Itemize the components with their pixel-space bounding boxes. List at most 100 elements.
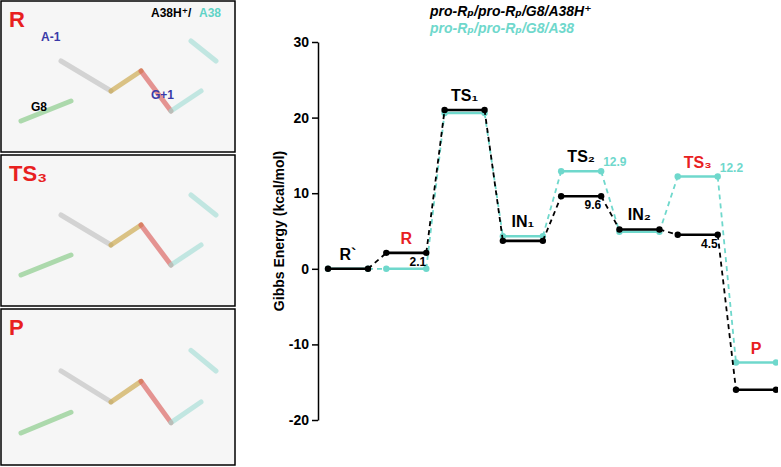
legend-entry: pro-Rₚ/pro-Rₚ/G8/A38H⁺ xyxy=(429,3,592,19)
tick-label: -20 xyxy=(289,412,309,428)
tick-label: 10 xyxy=(293,185,309,201)
tick-mark xyxy=(312,42,318,44)
tick-mark xyxy=(312,193,318,195)
category-label: TS₂ xyxy=(567,148,595,165)
level xyxy=(736,361,776,364)
tick: 30 xyxy=(293,34,318,50)
panel: R A38H⁺/ A38 A-1 G8 G+1 xyxy=(1,1,235,152)
tick-mark xyxy=(312,117,318,119)
connector xyxy=(718,177,736,363)
decoration xyxy=(191,41,216,61)
tick: 0 xyxy=(301,261,318,277)
level-marker xyxy=(773,359,778,365)
data-label: 12.2 xyxy=(720,161,744,175)
y-axis-title: Gibbs Energy (kcal/mol) xyxy=(271,151,287,311)
tick-label: 30 xyxy=(293,34,309,50)
decoration xyxy=(111,381,141,402)
level xyxy=(561,170,601,173)
panel-label: TS₃ xyxy=(9,161,47,186)
level-marker xyxy=(365,266,371,272)
marks xyxy=(325,107,778,393)
tick: -10 xyxy=(289,336,318,352)
panel-frame xyxy=(1,309,235,465)
tick-mark xyxy=(312,344,318,346)
level-marker xyxy=(616,226,622,232)
category-label: P xyxy=(751,340,762,357)
level-marker xyxy=(383,250,389,256)
category-label: IN₂ xyxy=(628,206,651,223)
connector xyxy=(543,196,561,241)
decoration xyxy=(191,195,216,215)
tick-label: 20 xyxy=(293,110,309,126)
level-marker xyxy=(656,226,662,232)
category-label: TS₃ xyxy=(684,154,712,171)
category-label: TS₁ xyxy=(451,87,478,104)
level-marker xyxy=(365,266,371,272)
level-marker xyxy=(773,387,778,393)
decoration xyxy=(21,101,71,121)
level-marker xyxy=(383,266,389,272)
level-marker xyxy=(540,238,546,244)
category-label: R` xyxy=(340,246,357,263)
decoration xyxy=(111,225,141,245)
category-label: IN₁ xyxy=(512,213,535,230)
decoration xyxy=(171,91,201,111)
axis-line xyxy=(318,43,320,421)
level-marker xyxy=(558,193,564,199)
data-label: 12.9 xyxy=(603,155,627,169)
legend-entry: pro-Rₚ/pro-Rₚ/G8/A38 xyxy=(429,20,574,36)
panel-text: A38H⁺/ xyxy=(151,6,192,20)
panel-text: A-1 xyxy=(41,30,61,44)
panel-text: A38 xyxy=(199,6,221,20)
data-label: 4.5 xyxy=(701,237,718,251)
panel-text: G8 xyxy=(31,100,47,114)
tick-label: -10 xyxy=(289,336,309,352)
level xyxy=(619,230,659,233)
level xyxy=(619,228,659,231)
tick: -20 xyxy=(289,412,318,428)
panel-text: G+1 xyxy=(151,88,174,102)
level-marker xyxy=(325,266,331,272)
connector xyxy=(601,196,619,229)
tick-mark xyxy=(312,269,318,271)
level xyxy=(678,233,718,236)
decoration xyxy=(111,71,141,91)
decoration xyxy=(61,371,111,402)
data-label: 2.1 xyxy=(410,255,427,269)
level-marker xyxy=(481,107,487,113)
decoration xyxy=(61,61,111,91)
level-marker xyxy=(500,238,506,244)
decoration xyxy=(141,225,171,265)
decoration xyxy=(191,350,216,371)
level xyxy=(445,112,485,115)
decoration xyxy=(141,381,171,422)
connector xyxy=(718,235,736,390)
connector xyxy=(368,253,386,269)
level xyxy=(445,109,485,112)
tick: 20 xyxy=(293,110,318,126)
level-marker xyxy=(558,168,564,174)
level-marker xyxy=(675,232,681,238)
category-label: R xyxy=(401,230,413,247)
decoration xyxy=(61,215,111,245)
level xyxy=(561,195,601,198)
level xyxy=(328,267,368,270)
decoration xyxy=(171,402,201,423)
y-axis: -20 -10 0 10 20 30 xyxy=(289,34,319,428)
level xyxy=(503,235,543,238)
connector xyxy=(601,171,619,231)
panel-frame xyxy=(1,155,235,306)
level xyxy=(736,388,776,391)
decoration xyxy=(21,412,71,433)
panel: P xyxy=(1,309,235,465)
level-marker xyxy=(733,387,739,393)
figure: R A38H⁺/ A38 A-1 G8 G+1 TS₃ P -20 -10 0 10 20 30 Gibbs… xyxy=(0,0,781,467)
connector xyxy=(426,110,444,253)
tick-label: 0 xyxy=(301,261,309,277)
decoration xyxy=(171,245,201,265)
level-marker xyxy=(441,107,447,113)
decoration xyxy=(21,255,71,275)
panel-label: R xyxy=(9,7,25,32)
tick: 10 xyxy=(293,185,318,201)
connector xyxy=(485,110,503,241)
